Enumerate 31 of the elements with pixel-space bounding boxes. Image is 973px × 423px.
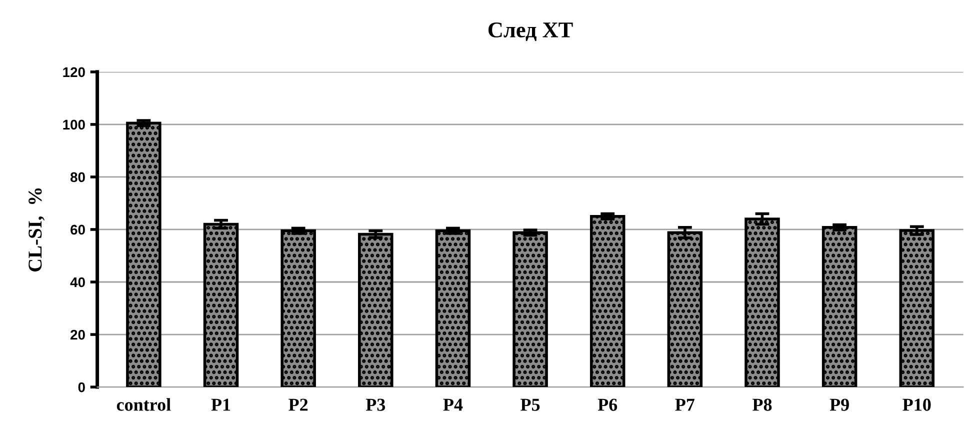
y-axis-title: CL-SI, % <box>28 188 45 272</box>
y-tick-label: 60 <box>70 224 85 235</box>
bar <box>203 222 239 388</box>
bar <box>435 229 471 388</box>
bar <box>280 229 316 388</box>
x-tick-label: P7 <box>675 398 695 411</box>
y-tick-label: 0 <box>78 382 85 392</box>
x-tick-label: P6 <box>598 398 618 411</box>
x-tick-label: P5 <box>520 398 540 411</box>
x-tick-label: P9 <box>830 398 849 411</box>
bar <box>358 232 394 388</box>
y-tick-label: 40 <box>70 277 85 288</box>
chart-title: След ХТ <box>488 22 573 42</box>
bar <box>126 122 162 388</box>
x-tick-label: P10 <box>902 398 931 411</box>
x-tick-label: P8 <box>752 398 772 411</box>
x-tick-label: P2 <box>288 398 308 411</box>
bar <box>744 218 780 388</box>
bar <box>899 229 935 388</box>
x-tick-label: control <box>116 398 171 411</box>
y-tick-label: 120 <box>63 67 85 78</box>
x-tick-label: P1 <box>211 398 230 411</box>
x-tick-label: P4 <box>443 398 463 411</box>
bar <box>667 231 703 388</box>
y-tick-label: 80 <box>70 172 85 182</box>
y-tick-label: 20 <box>70 330 85 340</box>
x-tick-label: P3 <box>366 398 386 411</box>
bar <box>512 231 548 388</box>
bar <box>822 226 858 388</box>
bar <box>590 214 626 388</box>
y-tick-label: 100 <box>63 120 85 130</box>
